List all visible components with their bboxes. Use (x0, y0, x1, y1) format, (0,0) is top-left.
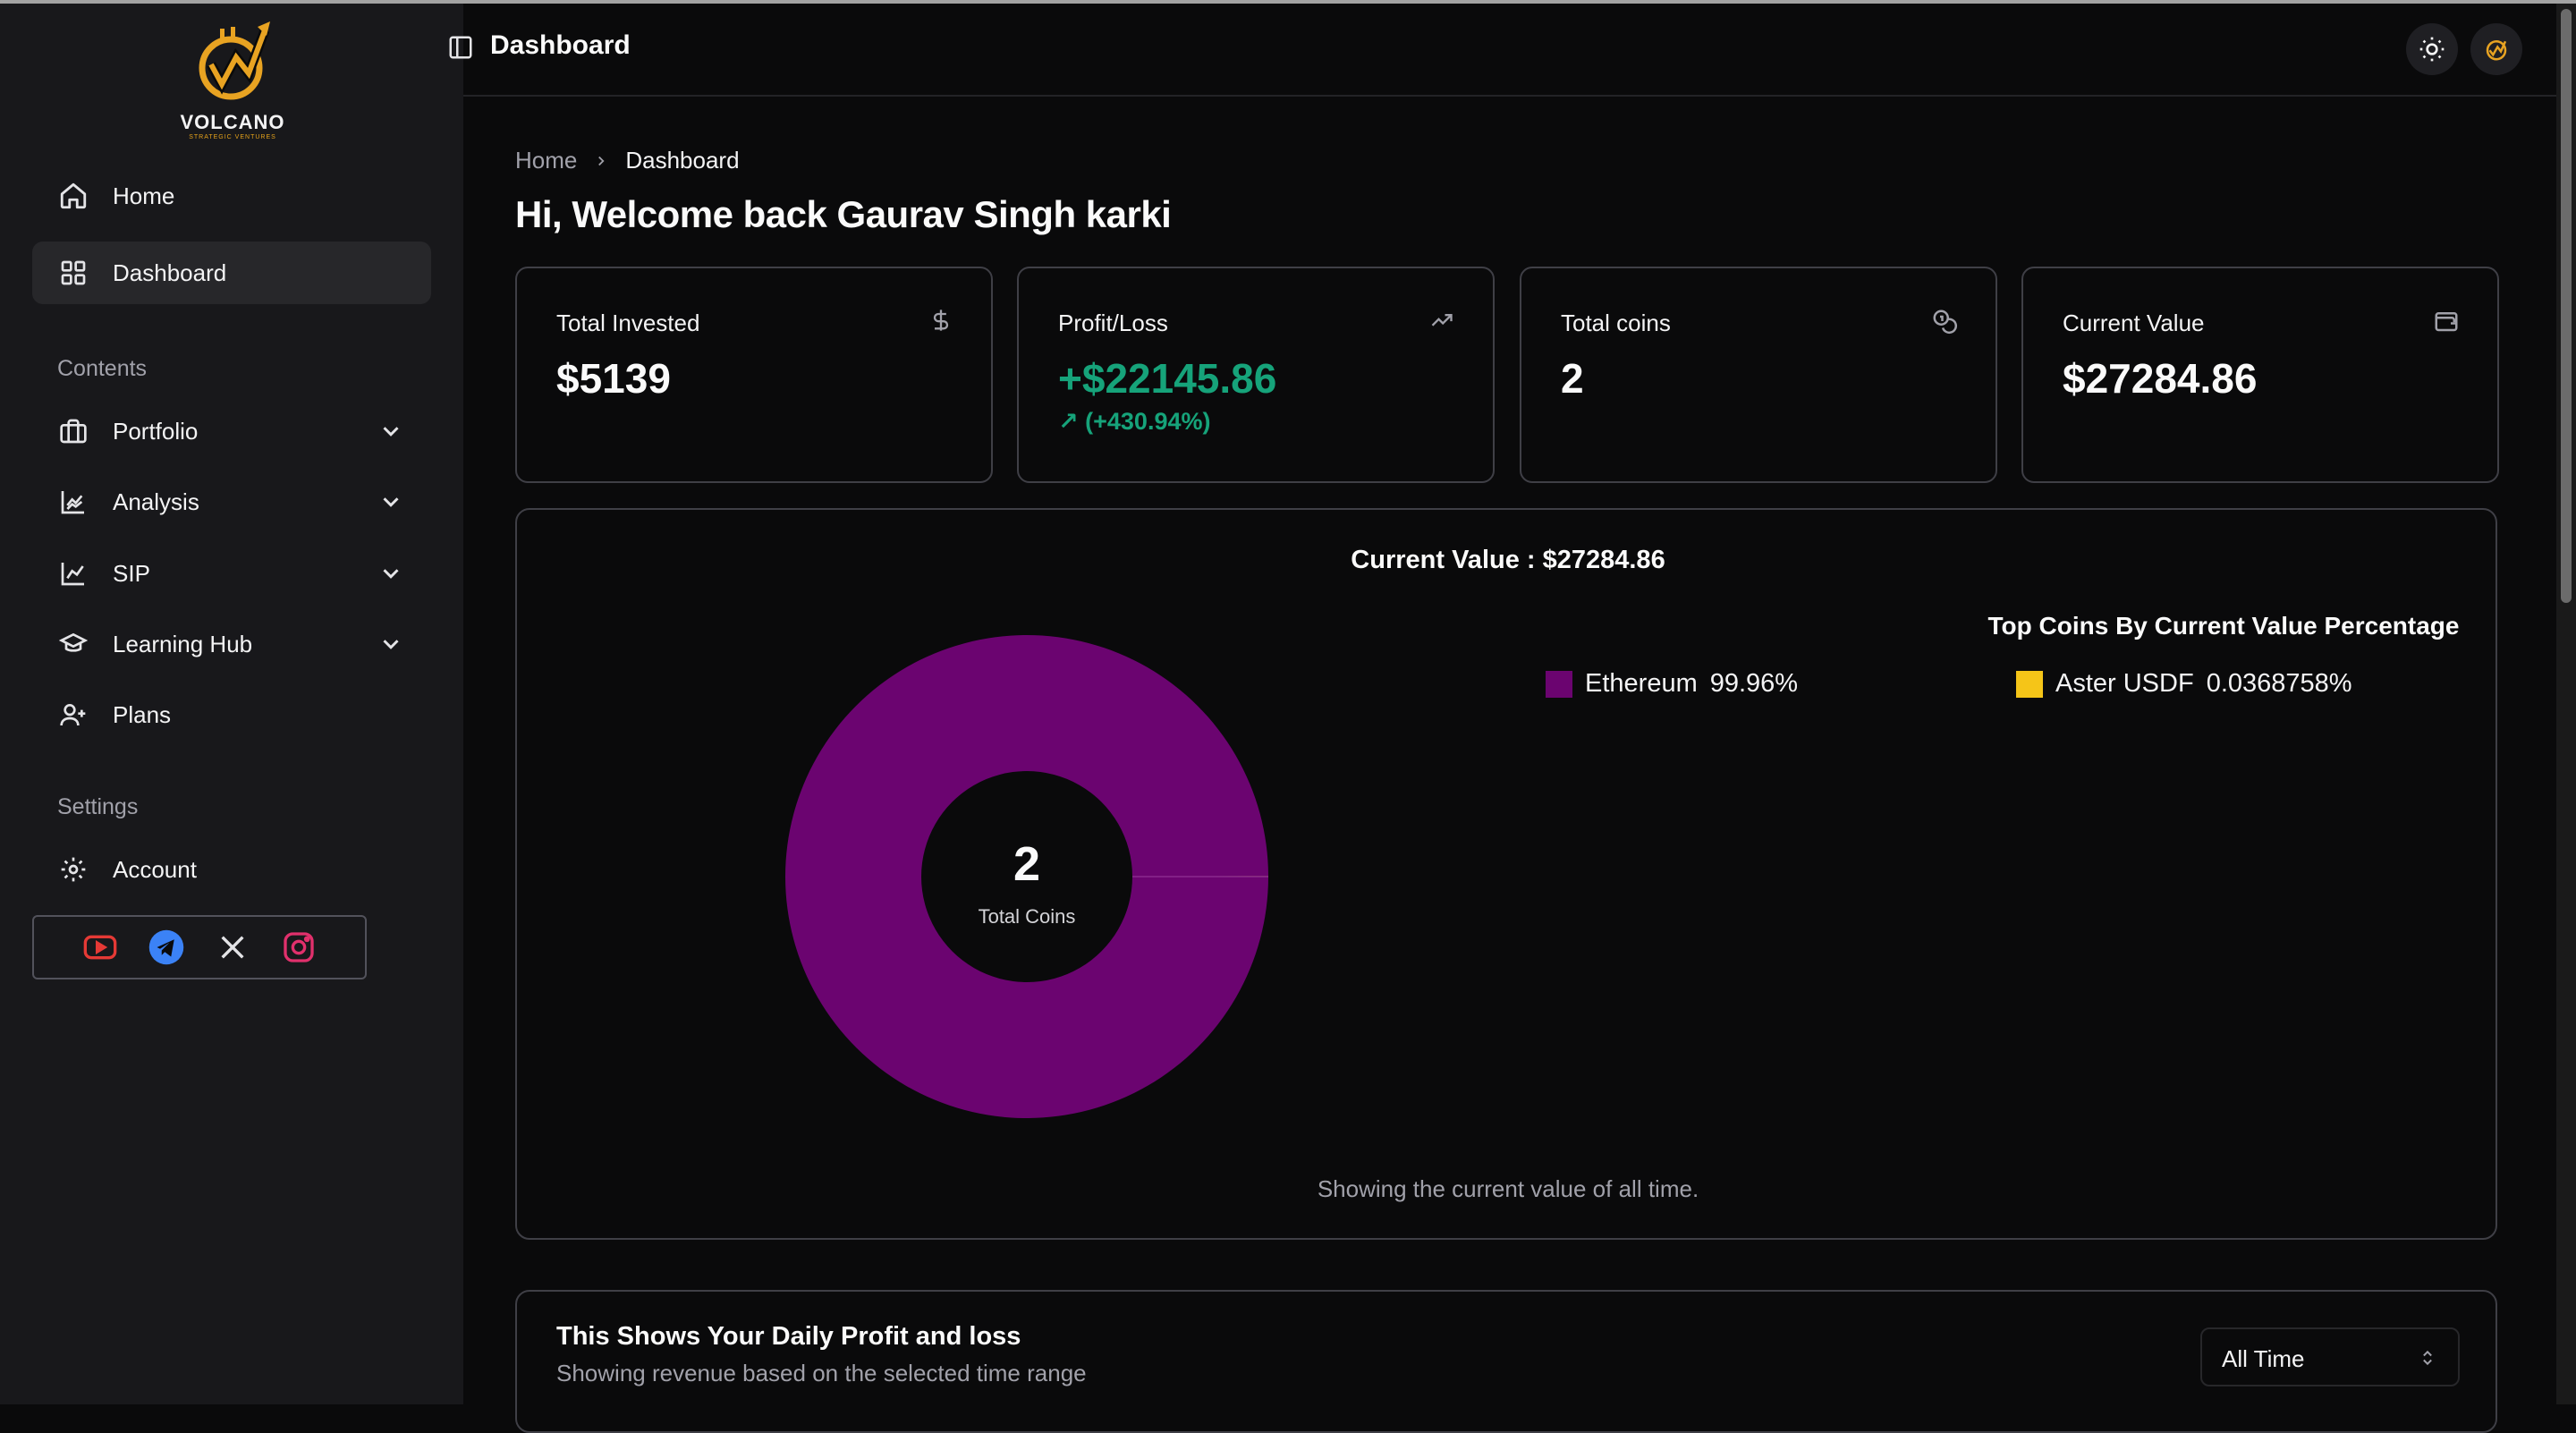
graduation-cap-icon (55, 626, 91, 662)
chevron-down-icon (383, 427, 399, 437)
sidebar-item-home[interactable]: Home (32, 165, 431, 227)
breadcrumb: Home Dashboard (515, 147, 740, 174)
legend-label: Ethereum (1585, 669, 1698, 698)
sidebar-item-plans[interactable]: Plans (32, 683, 431, 746)
brand-name: VOLCANO (180, 111, 285, 133)
sidebar-item-label: Plans (113, 700, 172, 728)
card-profit-loss: Profit/Loss +$22145.86 ↗ (+430.94%) (1017, 267, 1495, 483)
legend-percent: 99.96% (1709, 669, 1799, 698)
card-title: Total Invested (556, 309, 700, 336)
card-title: Profit/Loss (1058, 309, 1168, 336)
daily-panel-subtitle: Showing revenue based on the selected ti… (556, 1360, 1087, 1386)
trending-up-icon (1431, 314, 1453, 326)
legend-item-aster-usdf: Aster USDF 0.0368758% (2016, 669, 2352, 699)
daily-profit-panel: This Shows Your Daily Profit and loss Sh… (515, 1290, 2497, 1433)
briefcase-icon (55, 413, 91, 449)
chevron-down-icon (383, 640, 399, 649)
brand-tagline: STRATEGIC VENTURES (189, 134, 276, 140)
sidebar-item-label: Learning Hub (113, 630, 253, 657)
area-chart-icon (55, 484, 91, 520)
sidebar-item-account[interactable]: Account (32, 838, 431, 901)
sidebar-item-dashboard[interactable]: Dashboard (32, 242, 431, 304)
avatar[interactable] (2470, 23, 2522, 75)
page-scrollbar[interactable] (2556, 4, 2576, 1404)
section-label-settings: Settings (57, 794, 139, 819)
page-title: Dashboard (490, 30, 631, 60)
sidebar-toggle-icon[interactable] (447, 34, 474, 61)
x-icon[interactable] (214, 928, 251, 966)
card-total-invested: Total Invested $5139 (515, 267, 993, 483)
social-links (32, 915, 367, 979)
gear-icon (55, 852, 91, 887)
donut-chart: 2 Total Coins (785, 635, 1268, 1118)
theme-toggle-button[interactable] (2406, 23, 2458, 75)
chart-title: Current Value : $27284.86 (1351, 546, 1665, 574)
card-current-value: Current Value $27284.86 (2021, 267, 2499, 483)
legend-swatch (2016, 670, 2043, 698)
dollar-icon (933, 309, 949, 331)
legend-swatch (1546, 670, 1572, 698)
time-range-value: All Time (2222, 1345, 2305, 1372)
daily-panel-title: This Shows Your Daily Profit and loss (556, 1322, 1021, 1351)
sun-icon (2419, 37, 2445, 62)
profit-change-percent: (+430.94%) (1085, 408, 1211, 435)
sidebar-item-label: Home (113, 182, 175, 209)
legend-item-ethereum: Ethereum 99.96% (1546, 669, 1798, 699)
sidebar-item-learning-hub[interactable]: Learning Hub (32, 613, 431, 675)
youtube-icon[interactable] (81, 928, 119, 966)
user-plus-icon (55, 697, 91, 733)
wallet-icon (2435, 312, 2458, 332)
volcano-logo-icon (199, 21, 270, 100)
card-value: 2 (1561, 355, 1584, 402)
legend-label: Aster USDF (2055, 669, 2194, 698)
instagram-icon[interactable] (280, 928, 318, 966)
sidebar-item-label: Account (113, 855, 197, 883)
legend-percent: 0.0368758% (2206, 669, 2352, 698)
sidebar-item-analysis[interactable]: Analysis (32, 471, 431, 533)
scrollbar-thumb[interactable] (2561, 9, 2572, 603)
card-value: $27284.86 (2063, 355, 2258, 402)
card-value: +$22145.86 (1058, 355, 1277, 402)
time-range-select[interactable]: All Time (2200, 1327, 2460, 1386)
volcano-avatar-icon (2486, 40, 2507, 61)
card-title: Total coins (1561, 309, 1671, 336)
donut-center-label: Total Coins (979, 905, 1076, 928)
card-value: $5139 (556, 355, 671, 402)
arrow-up-right-icon: ↗ (1058, 408, 1079, 435)
chart-footer: Showing the current value of all time. (1317, 1175, 1699, 1202)
chevron-right-icon (598, 156, 605, 165)
telegram-icon[interactable] (148, 928, 185, 966)
top-header (463, 4, 2556, 97)
sidebar-item-label: Analysis (113, 488, 199, 515)
home-icon (55, 178, 91, 214)
sidebar-item-sip[interactable]: SIP (32, 542, 431, 605)
chevron-down-icon (383, 569, 399, 579)
donut-center-value: 2 (1013, 837, 1040, 891)
breadcrumb-current: Dashboard (625, 147, 740, 174)
sidebar: VOLCANO STRATEGIC VENTURES Home Dashboar… (0, 4, 463, 1404)
profit-change: ↗ (+430.94%) (1058, 408, 1210, 436)
sidebar-item-portfolio[interactable]: Portfolio (32, 400, 431, 462)
current-value-panel: Current Value : $27284.86 Top Coins By C… (515, 508, 2497, 1240)
chevron-down-icon (383, 497, 399, 507)
legend-title: Top Coins By Current Value Percentage (1987, 612, 2460, 640)
grid-icon (55, 255, 91, 291)
breadcrumb-home-link[interactable]: Home (515, 147, 578, 174)
sidebar-item-label: SIP (113, 559, 150, 587)
coins-icon (1933, 309, 1958, 335)
welcome-heading: Hi, Welcome back Gaurav Singh karki (515, 193, 1172, 235)
card-total-coins: Total coins 2 (1520, 267, 1997, 483)
card-title: Current Value (2063, 309, 2205, 336)
sidebar-item-label: Portfolio (113, 417, 199, 445)
chevrons-up-down-icon (2423, 1350, 2432, 1366)
donut-slice-ethereum[interactable] (785, 635, 1268, 1118)
sidebar-item-label: Dashboard (113, 259, 227, 286)
window-top-border (0, 0, 2576, 4)
line-chart-icon (55, 555, 91, 591)
brand-logo[interactable]: VOLCANO STRATEGIC VENTURES (175, 16, 290, 141)
section-label-contents: Contents (57, 356, 148, 381)
